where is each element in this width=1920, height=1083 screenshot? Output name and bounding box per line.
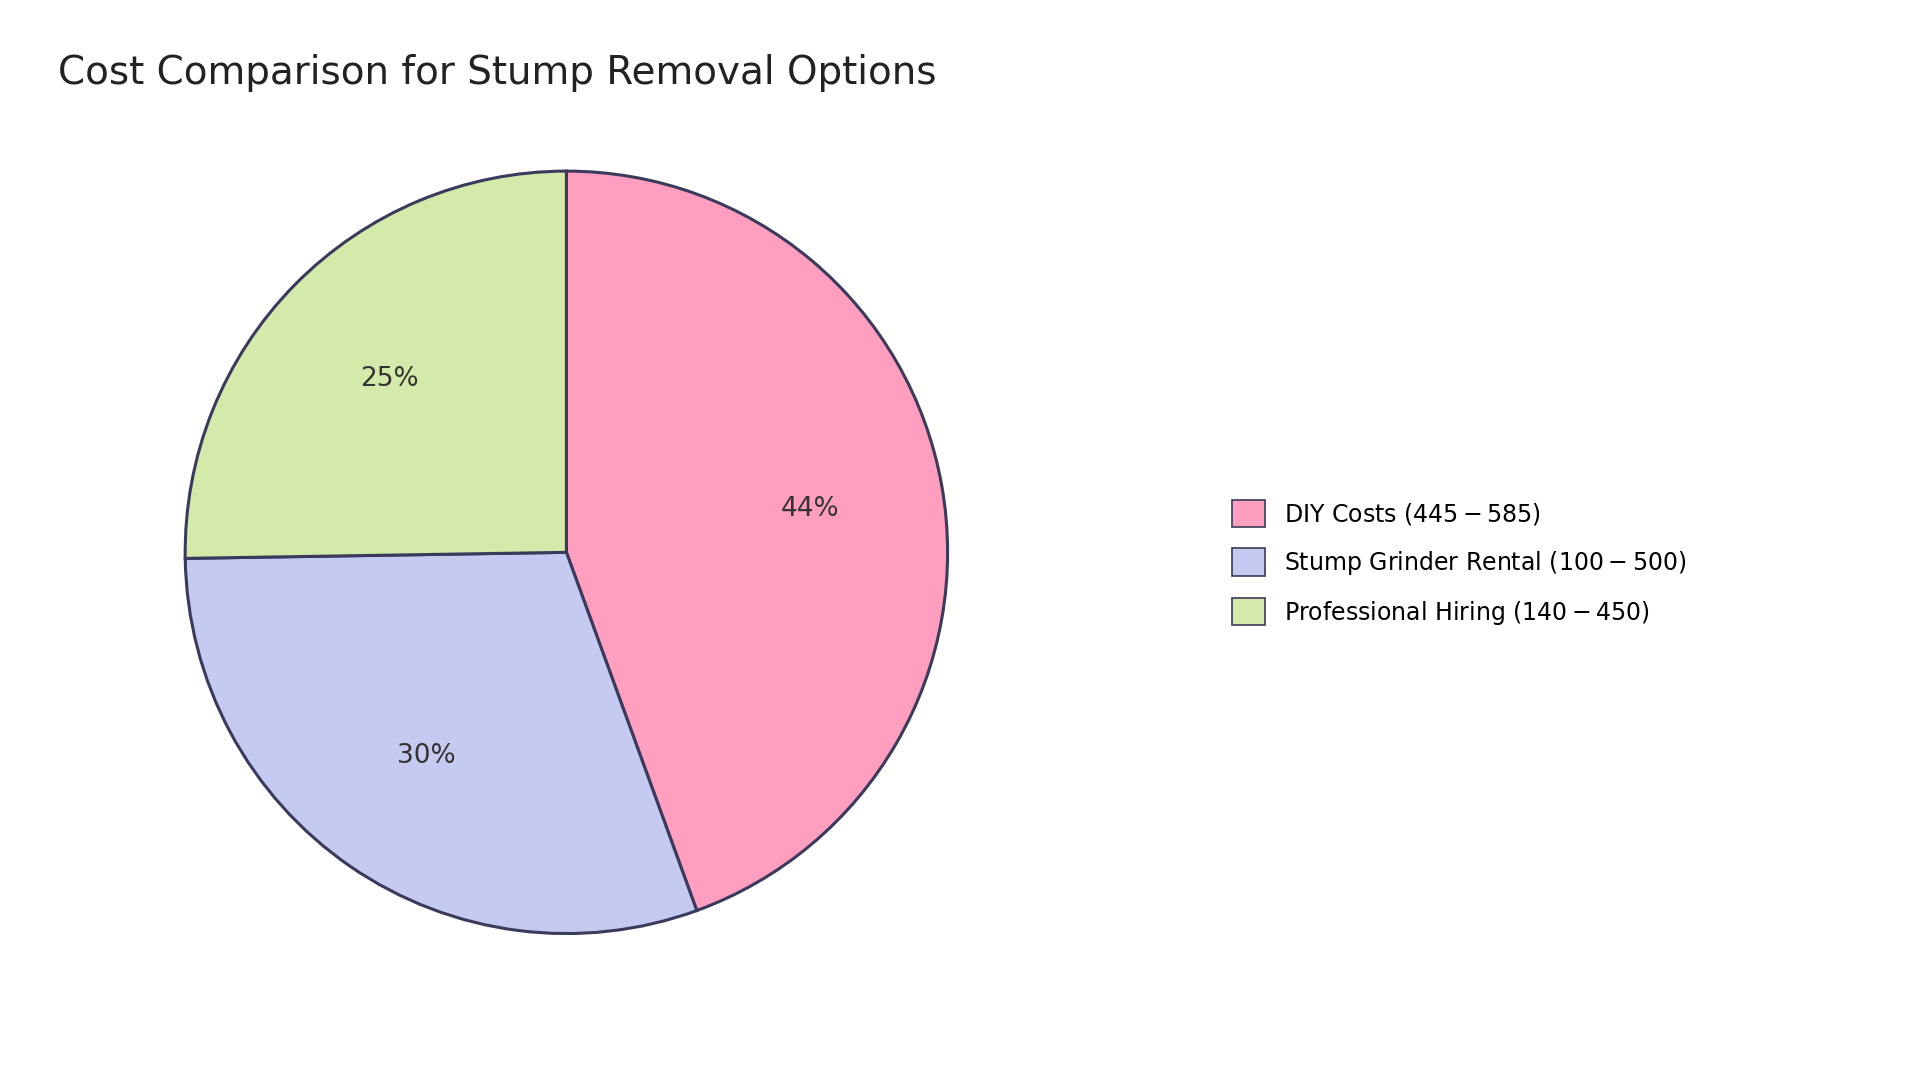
- Wedge shape: [566, 171, 948, 911]
- Text: 30%: 30%: [397, 743, 455, 769]
- Text: 44%: 44%: [781, 496, 839, 522]
- Wedge shape: [184, 552, 697, 934]
- Legend: DIY Costs ($445-$585), Stump Grinder Rental ($100-$500), Professional Hiring ($1: DIY Costs ($445-$585), Stump Grinder Ren…: [1223, 491, 1695, 636]
- Text: 25%: 25%: [361, 365, 419, 392]
- Wedge shape: [184, 171, 566, 559]
- Text: Cost Comparison for Stump Removal Options: Cost Comparison for Stump Removal Option…: [58, 54, 937, 92]
